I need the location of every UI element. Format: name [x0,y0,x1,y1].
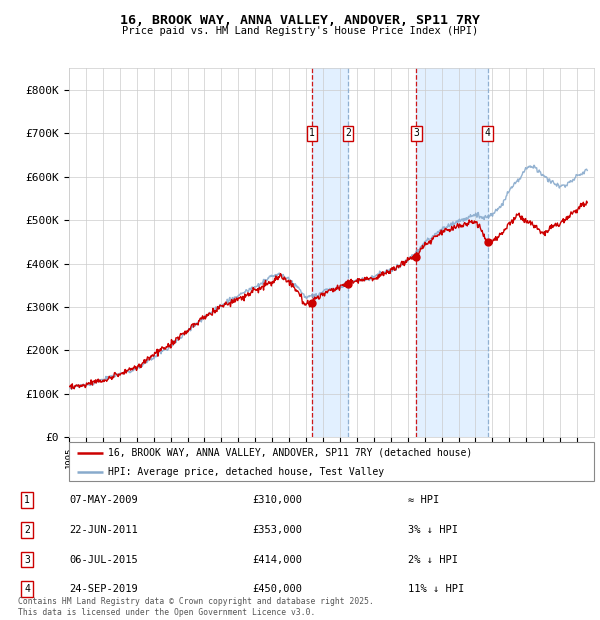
Text: 16, BROOK WAY, ANNA VALLEY, ANDOVER, SP11 7RY: 16, BROOK WAY, ANNA VALLEY, ANDOVER, SP1… [120,14,480,27]
Text: 06-JUL-2015: 06-JUL-2015 [69,554,138,565]
Bar [416,68,488,437]
Text: 3: 3 [413,128,419,138]
Text: 2% ↓ HPI: 2% ↓ HPI [408,554,458,565]
Text: 2: 2 [24,525,30,535]
Text: 24-SEP-2019: 24-SEP-2019 [69,584,138,595]
Text: 2: 2 [345,128,351,138]
Text: Price paid vs. HM Land Registry's House Price Index (HPI): Price paid vs. HM Land Registry's House … [122,26,478,36]
Text: £414,000: £414,000 [252,554,302,565]
Text: 3: 3 [24,554,30,565]
Text: 07-MAY-2009: 07-MAY-2009 [69,495,138,505]
Text: Contains HM Land Registry data © Crown copyright and database right 2025.
This d: Contains HM Land Registry data © Crown c… [18,598,374,617]
Text: 3% ↓ HPI: 3% ↓ HPI [408,525,458,535]
Text: £353,000: £353,000 [252,525,302,535]
Text: 1: 1 [309,128,315,138]
Text: 22-JUN-2011: 22-JUN-2011 [69,525,138,535]
Text: 4: 4 [24,584,30,595]
Text: ≈ HPI: ≈ HPI [408,495,439,505]
Text: 4: 4 [485,128,491,138]
Text: 16, BROOK WAY, ANNA VALLEY, ANDOVER, SP11 7RY (detached house): 16, BROOK WAY, ANNA VALLEY, ANDOVER, SP1… [109,448,473,458]
Text: HPI: Average price, detached house, Test Valley: HPI: Average price, detached house, Test… [109,467,385,477]
Text: 11% ↓ HPI: 11% ↓ HPI [408,584,464,595]
Text: 1: 1 [24,495,30,505]
Text: £310,000: £310,000 [252,495,302,505]
Text: £450,000: £450,000 [252,584,302,595]
Bar [312,68,348,437]
